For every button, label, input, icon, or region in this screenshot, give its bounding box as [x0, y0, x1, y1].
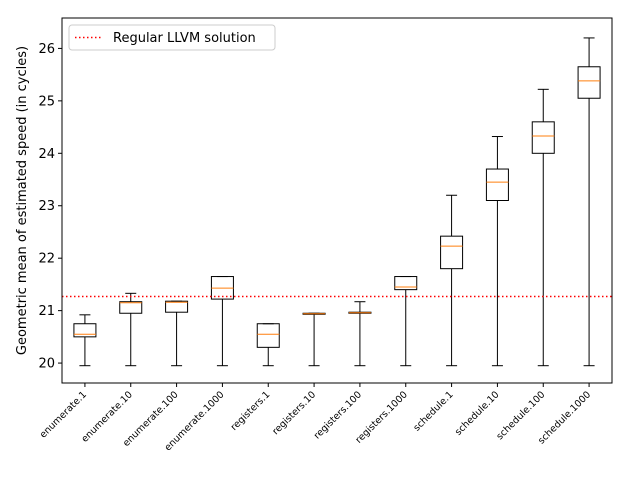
box-iqr	[394, 276, 418, 291]
y-tick-label: 20	[38, 357, 55, 372]
box-iqr	[73, 323, 97, 338]
legend: Regular LLVM solution	[68, 24, 276, 51]
y-tick-label: 25	[38, 94, 55, 109]
legend-entry-reference: Regular LLVM solution	[113, 31, 256, 46]
box-iqr	[485, 168, 509, 202]
box-iqr	[577, 66, 601, 99]
y-axis-label: Geometric mean of estimated speed (in cy…	[15, 46, 30, 355]
axes-frame	[61, 17, 613, 384]
y-tick-label: 26	[38, 42, 55, 57]
y-tick-label: 21	[38, 304, 55, 319]
y-tick-label: 23	[38, 199, 55, 214]
box-iqr	[531, 121, 555, 154]
legend-frame	[68, 24, 276, 51]
box-iqr	[440, 235, 464, 270]
box-iqr	[119, 301, 143, 314]
y-tick-label: 22	[38, 252, 55, 267]
box-iqr	[256, 323, 280, 348]
y-tick-label: 24	[38, 147, 55, 162]
box-iqr	[165, 300, 189, 313]
